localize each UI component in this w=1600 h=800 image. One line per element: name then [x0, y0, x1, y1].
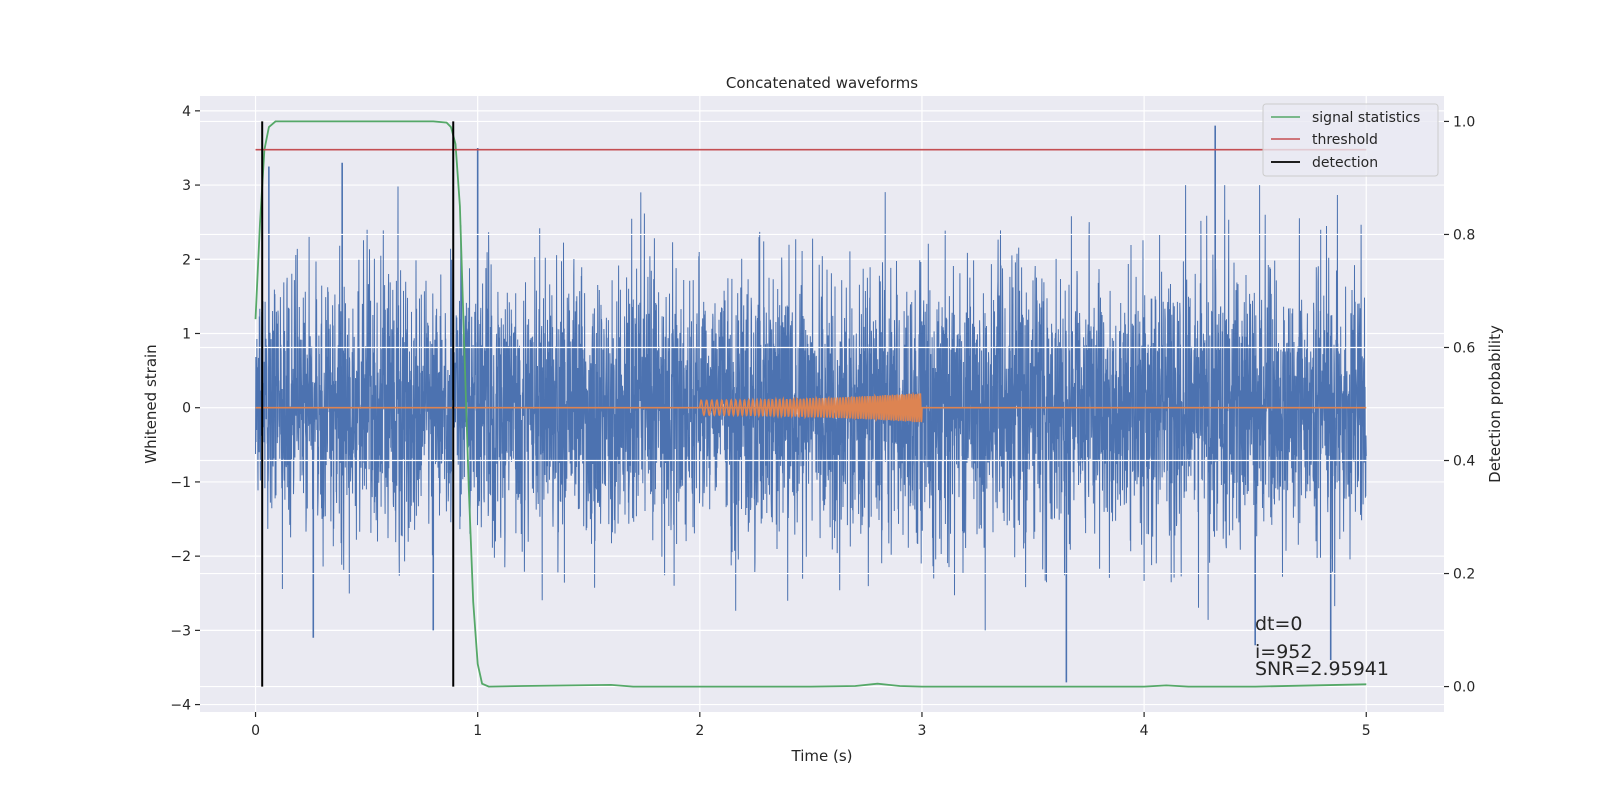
y-tick-label-right: 0.8: [1453, 227, 1475, 243]
y-tick-label-right: 0.4: [1453, 454, 1475, 470]
chart-title: Concatenated waveforms: [726, 74, 918, 92]
y-tick-label-right: 1.0: [1453, 114, 1475, 130]
legend: signal statistics threshold detection: [1262, 103, 1439, 177]
legend-box: [1262, 103, 1439, 177]
legend-label-signal-statistics: signal statistics: [1312, 110, 1420, 126]
right-axis-ticks: 0.0 0.2 0.4 0.6 0.8 1.0: [1444, 114, 1475, 696]
x-tick-label: 2: [695, 723, 704, 739]
x-tick-label: 1: [473, 723, 482, 739]
annotation-snr: SNR=2.95941: [1255, 658, 1389, 680]
left-axis-ticks: −4 −3 −2 −1 0 1 2 3 4: [170, 104, 200, 714]
y-tick-label-left: −4: [170, 698, 191, 714]
y-tick-label-left: −1: [170, 475, 191, 491]
signal-statistics-line: [254, 120, 1367, 688]
series-overlay: [254, 120, 1367, 688]
x-tick-label: 0: [251, 723, 260, 739]
x-axis-title: Time (s): [791, 747, 853, 765]
legend-label-detection: detection: [1312, 155, 1378, 171]
annotation-dt: dt=0: [1255, 613, 1303, 635]
y-tick-label-left: 3: [182, 178, 191, 194]
x-tick-label: 4: [1140, 723, 1149, 739]
y-tick-label-left: −2: [170, 549, 191, 565]
y-tick-label-right: 0.2: [1453, 567, 1475, 583]
y-tick-label-left: 4: [182, 104, 191, 120]
y-tick-label-left: −3: [170, 623, 191, 639]
annotations: dt=0 i=952 SNR=2.95941: [1255, 613, 1389, 680]
y-tick-label-left: 0: [182, 401, 191, 417]
strain-series-line: [255, 185, 1367, 631]
injected-waveform-chirp: [699, 391, 923, 423]
x-tick-label: 5: [1362, 723, 1371, 739]
x-tick-label: 3: [918, 723, 927, 739]
y-tick-label-right: 0.6: [1453, 340, 1475, 356]
annotation-index: i=952: [1255, 641, 1312, 663]
right-axis-title: Detection probability: [1486, 325, 1504, 483]
y-tick-label-left: 2: [182, 252, 191, 268]
y-axis-title: Whitened strain: [142, 344, 160, 463]
series-layer: [255, 125, 1367, 683]
y-tick-label-right: 0.0: [1453, 680, 1475, 696]
legend-label-threshold: threshold: [1312, 132, 1378, 148]
y-tick-label-left: 1: [182, 326, 191, 342]
x-axis-ticks: 0 1 2 3 4 5: [251, 712, 1371, 739]
